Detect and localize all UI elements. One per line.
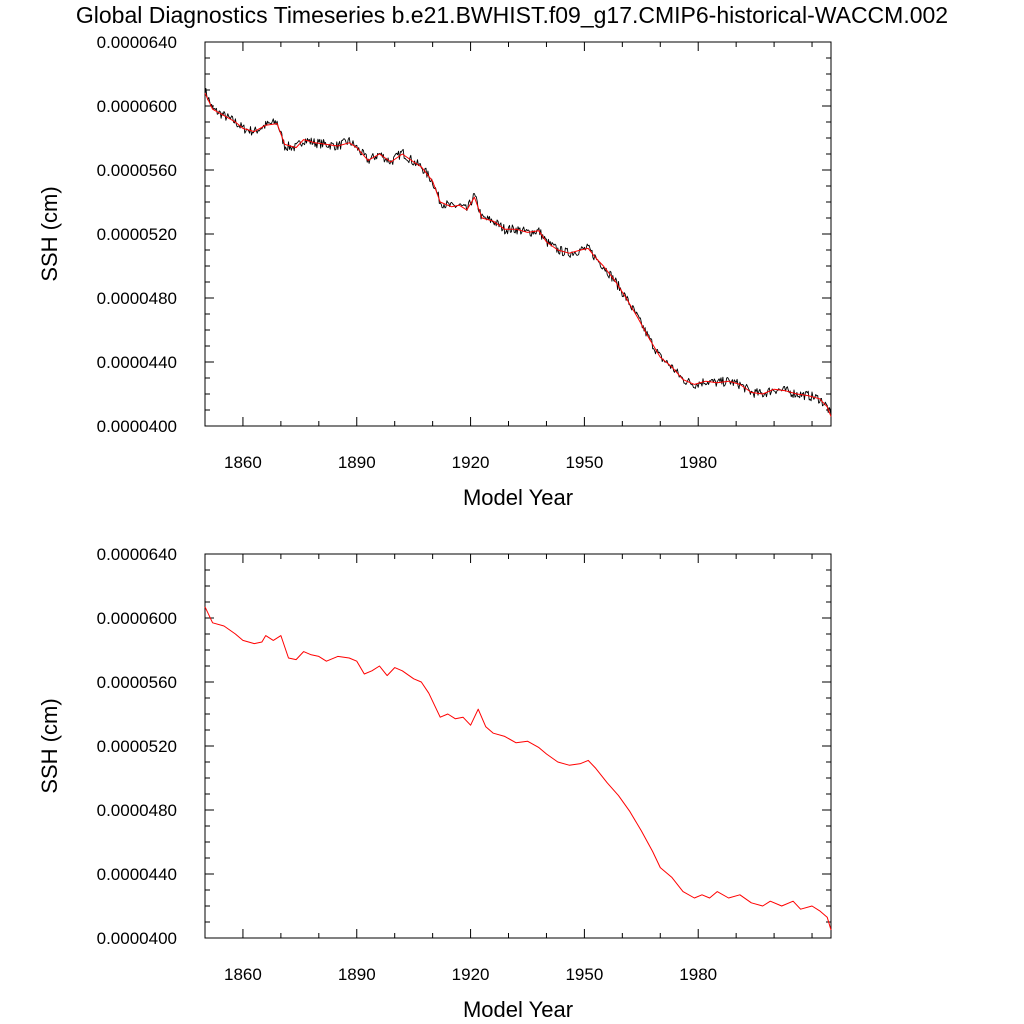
figure-title: Global Diagnostics Timeseries b.e21.BWHI… bbox=[75, 2, 949, 28]
plot-frame bbox=[204, 553, 832, 939]
top-panel: 0.0000400 0.0000440 0.0000480 0.0000520 0.00… bbox=[37, 33, 832, 510]
x-tick-label: 1860 bbox=[224, 965, 262, 984]
y-tick-label: 0.0000480 bbox=[97, 289, 177, 308]
x-tick-label: 1860 bbox=[224, 453, 262, 472]
y-axis-label: SSH (cm) bbox=[37, 186, 62, 281]
x-tick-label: 1980 bbox=[679, 965, 717, 984]
y-tick-label: 0.0000400 bbox=[97, 417, 177, 436]
y-tick-label: 0.0000440 bbox=[97, 865, 177, 884]
bottom-panel: 0.0000400 0.0000440 0.0000480 0.0000520 0.00… bbox=[37, 545, 832, 1022]
y-tick-label: 0.0000640 bbox=[97, 545, 177, 564]
x-tick-label: 1980 bbox=[679, 453, 717, 472]
x-tick-label: 1890 bbox=[338, 965, 376, 984]
y-tick-label: 0.0000560 bbox=[97, 161, 177, 180]
y-tick-label: 0.0000600 bbox=[97, 609, 177, 628]
x-tick-label: 1950 bbox=[565, 965, 603, 984]
y-tick-label: 0.0000600 bbox=[97, 97, 177, 116]
x-tick-label: 1920 bbox=[452, 965, 490, 984]
y-tick-label: 0.0000400 bbox=[97, 929, 177, 948]
y-tick-label: 0.0000640 bbox=[97, 33, 177, 52]
y-tick-label: 0.0000440 bbox=[97, 353, 177, 372]
y-tick-label: 0.0000520 bbox=[97, 737, 177, 756]
y-tick-label: 0.0000560 bbox=[97, 673, 177, 692]
series-line-monthly bbox=[204, 87, 832, 417]
x-tick-label: 1890 bbox=[338, 453, 376, 472]
x-axis-label: Model Year bbox=[463, 485, 573, 510]
x-tick-label: 1920 bbox=[452, 453, 490, 472]
y-tick-label: 0.0000480 bbox=[97, 801, 177, 820]
x-axis-label: Model Year bbox=[463, 997, 573, 1022]
x-tick-label: 1950 bbox=[565, 453, 603, 472]
series-line-annual-mean bbox=[204, 606, 832, 931]
y-tick-label: 0.0000520 bbox=[97, 225, 177, 244]
plot-frame bbox=[204, 41, 832, 427]
y-axis-label: SSH (cm) bbox=[37, 698, 62, 793]
series-line-smoothed bbox=[204, 92, 832, 417]
